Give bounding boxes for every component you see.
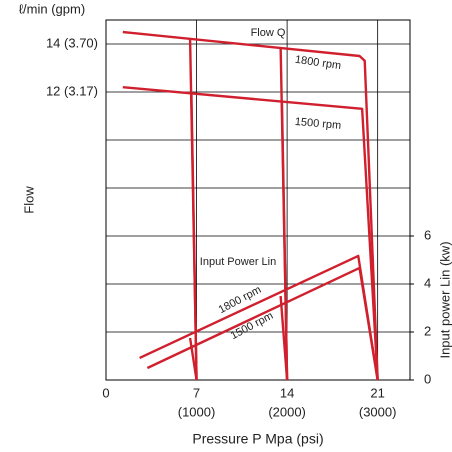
x-secondary-label: (2000) [268,404,306,419]
y2-tick-label: 6 [424,227,431,242]
series-line [146,266,379,381]
series-line [280,101,289,381]
y-tick-label: 14 (3.70) [46,35,98,50]
y-tick-label: 12 (3.17) [46,83,98,98]
series-line [188,337,198,381]
annotation: 1500 rpm [294,116,341,132]
y2-tick-label: 0 [424,371,431,386]
y-axis-label: Flow [21,186,36,214]
series-line [279,295,289,381]
annotation: Flow Q [251,27,286,39]
x-tick-label: 14 [280,385,294,400]
y2-tick-label: 2 [424,323,431,338]
series-line [122,86,379,381]
annotation: Input Power Lin [200,256,276,268]
y2-axis-label: Input power Lin (kw) [437,241,452,358]
plot-frame [105,19,411,381]
x-tick-label: 0 [102,385,109,400]
x-axis-label: Pressure P Mpa (psi) [192,431,323,447]
y-unit-label: ℓ/min (gpm) [19,1,85,16]
x-secondary-label: (1000) [178,404,216,419]
series-line [122,30,379,381]
x-secondary-label: (3000) [359,404,397,419]
x-tick-label: 7 [193,385,200,400]
y2-tick-label: 4 [424,275,431,290]
x-tick-label: 21 [370,385,384,400]
annotation: 1800 rpm [294,54,342,72]
annotation-bg [197,254,279,269]
